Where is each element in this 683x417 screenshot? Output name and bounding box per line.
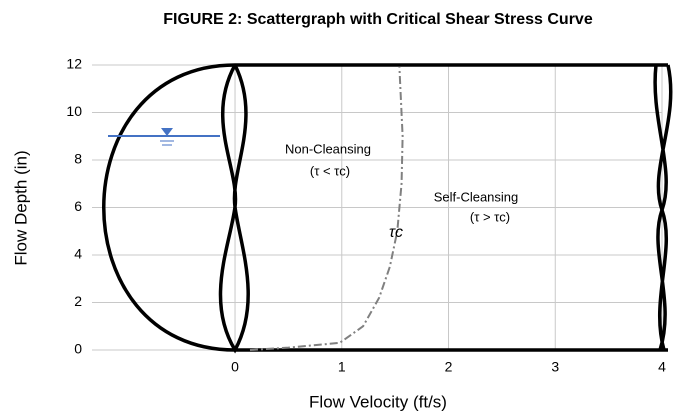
- y-tick-label: 6: [74, 198, 82, 214]
- water-level: [108, 128, 220, 146]
- y-axis-label: Flow Depth (in): [11, 150, 30, 265]
- annotation: (τ > τc): [470, 209, 510, 224]
- water-symbol-lines: [160, 140, 174, 146]
- grid: [92, 64, 663, 351]
- x-tick-label: 0: [231, 359, 239, 375]
- x-tick-label: 3: [551, 359, 559, 375]
- series-line: [249, 67, 404, 351]
- y-tick-label: 0: [74, 341, 82, 357]
- series-label: τc: [389, 224, 403, 241]
- chart-title: FIGURE 2: Scattergraph with Critical She…: [163, 11, 593, 28]
- water-symbol: [161, 128, 173, 136]
- pipe: [102, 63, 673, 354]
- y-tick-label: 10: [66, 103, 82, 119]
- pipe-right-end: [653, 64, 673, 351]
- y-tick-label: 8: [74, 151, 82, 167]
- pipe-body: [235, 63, 668, 352]
- x-tick-label: 2: [445, 359, 453, 375]
- pipe-inner-end: [218, 64, 250, 354]
- x-tick-label: 4: [658, 359, 666, 375]
- x-axis-label: Flow Velocity (ft/s): [309, 392, 447, 411]
- annotation: (τ < τc): [310, 163, 350, 178]
- y-tick-label: 2: [74, 293, 82, 309]
- y-tick-label: 12: [66, 56, 82, 72]
- annotation: Self-Cleansing: [434, 189, 519, 204]
- x-tick-label: 1: [338, 359, 346, 375]
- y-tick-label: 4: [74, 246, 82, 262]
- annotation: Non-Cleansing: [285, 141, 371, 156]
- pipe-left-end: [102, 63, 236, 352]
